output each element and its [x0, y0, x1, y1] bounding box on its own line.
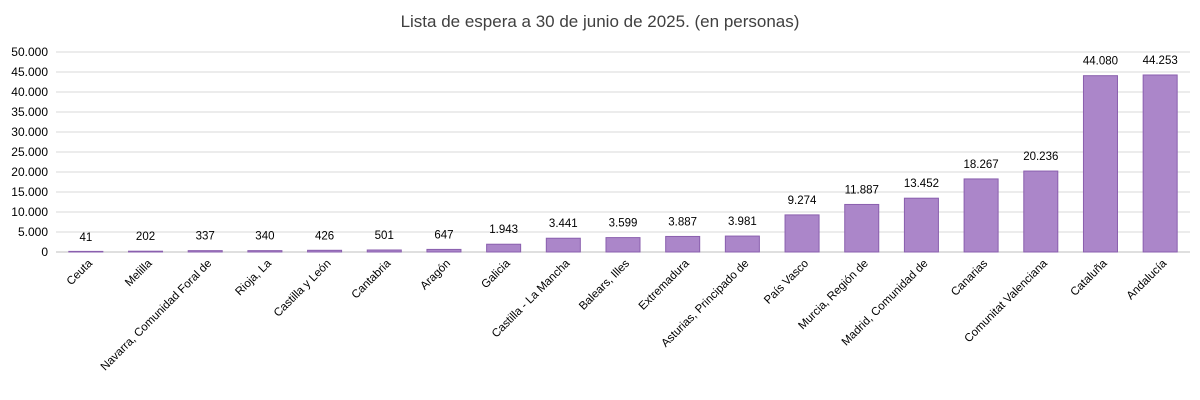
bar [665, 235, 701, 253]
data-label: 1.943 [489, 224, 518, 236]
bar [844, 203, 880, 253]
bar [247, 250, 283, 253]
data-label: 13.452 [904, 178, 939, 190]
data-label: 337 [196, 231, 215, 243]
x-tick-label: Melilla [123, 257, 155, 289]
x-tick-label: Andalucía [1125, 257, 1170, 302]
y-axis-ticks: 0 5.000 10.000 15.000 20.000 25.000 30.000 35.0… [11, 45, 48, 259]
data-label: 647 [434, 229, 453, 241]
y-tick-label: 35.000 [11, 105, 48, 119]
x-tick-label: País Vasco [762, 258, 811, 307]
bar [1082, 75, 1118, 253]
data-label: 41 [79, 232, 92, 244]
y-tick-label: 5.000 [18, 225, 48, 239]
y-tick-label: 20.000 [11, 165, 48, 179]
bar [1142, 74, 1178, 253]
y-tick-label: 10.000 [11, 205, 48, 219]
bar [1023, 170, 1059, 253]
data-label: 501 [375, 230, 394, 242]
data-label: 426 [315, 230, 334, 242]
x-tick-label: Rioja, La [233, 257, 274, 298]
y-tick-label: 25.000 [11, 145, 48, 159]
x-tick-label: Cantabria [350, 257, 394, 301]
bar [605, 237, 641, 253]
data-label: 340 [255, 231, 274, 243]
gridlines [56, 51, 1190, 253]
data-label: 3.599 [609, 218, 638, 230]
data-labels: 41 202 337 340 426 501 647 1.943 3.441 3.599 3.887… [79, 55, 1177, 244]
x-tick-label: Navarra, Comunidad Foral de [99, 258, 215, 374]
data-label: 3.441 [549, 218, 578, 230]
bar [486, 243, 522, 253]
y-tick-label: 30.000 [11, 125, 48, 139]
x-tick-label: Balears, Illes [577, 257, 632, 312]
data-label: 202 [136, 231, 155, 243]
bar [963, 178, 999, 253]
data-label: 3.981 [728, 216, 757, 228]
bar [724, 235, 760, 253]
data-label: 44.253 [1143, 55, 1178, 67]
bars [68, 74, 1178, 253]
bar [903, 197, 939, 253]
bar [187, 250, 223, 253]
data-label: 20.236 [1023, 151, 1058, 163]
chart-title: Lista de espera a 30 de junio de 2025. (… [401, 12, 800, 31]
x-tick-label: Ceuta [65, 257, 96, 288]
bar [784, 214, 820, 253]
data-label: 9.274 [788, 195, 817, 207]
bar [128, 250, 164, 253]
bar [68, 250, 104, 253]
bar [307, 249, 343, 253]
data-label: 11.887 [845, 184, 879, 196]
y-tick-label: 40.000 [11, 85, 48, 99]
y-tick-label: 15.000 [11, 185, 48, 199]
bar [366, 249, 402, 253]
x-tick-label: Cataluña [1069, 257, 1110, 298]
bar [426, 248, 462, 253]
y-tick-label: 50.000 [11, 45, 48, 59]
data-label: 18.267 [964, 159, 999, 171]
y-tick-label: 45.000 [11, 65, 48, 79]
data-label: 44.080 [1083, 56, 1118, 68]
x-tick-label: Aragón [418, 258, 453, 293]
x-tick-label: Canarias [949, 257, 990, 298]
x-tick-label: Extremadura [637, 257, 692, 312]
data-label: 3.887 [668, 216, 697, 228]
x-tick-label: Castilla y León [272, 258, 334, 320]
x-tick-label: Galicia [479, 257, 513, 291]
bar [545, 237, 581, 253]
y-tick-label: 0 [41, 245, 48, 259]
